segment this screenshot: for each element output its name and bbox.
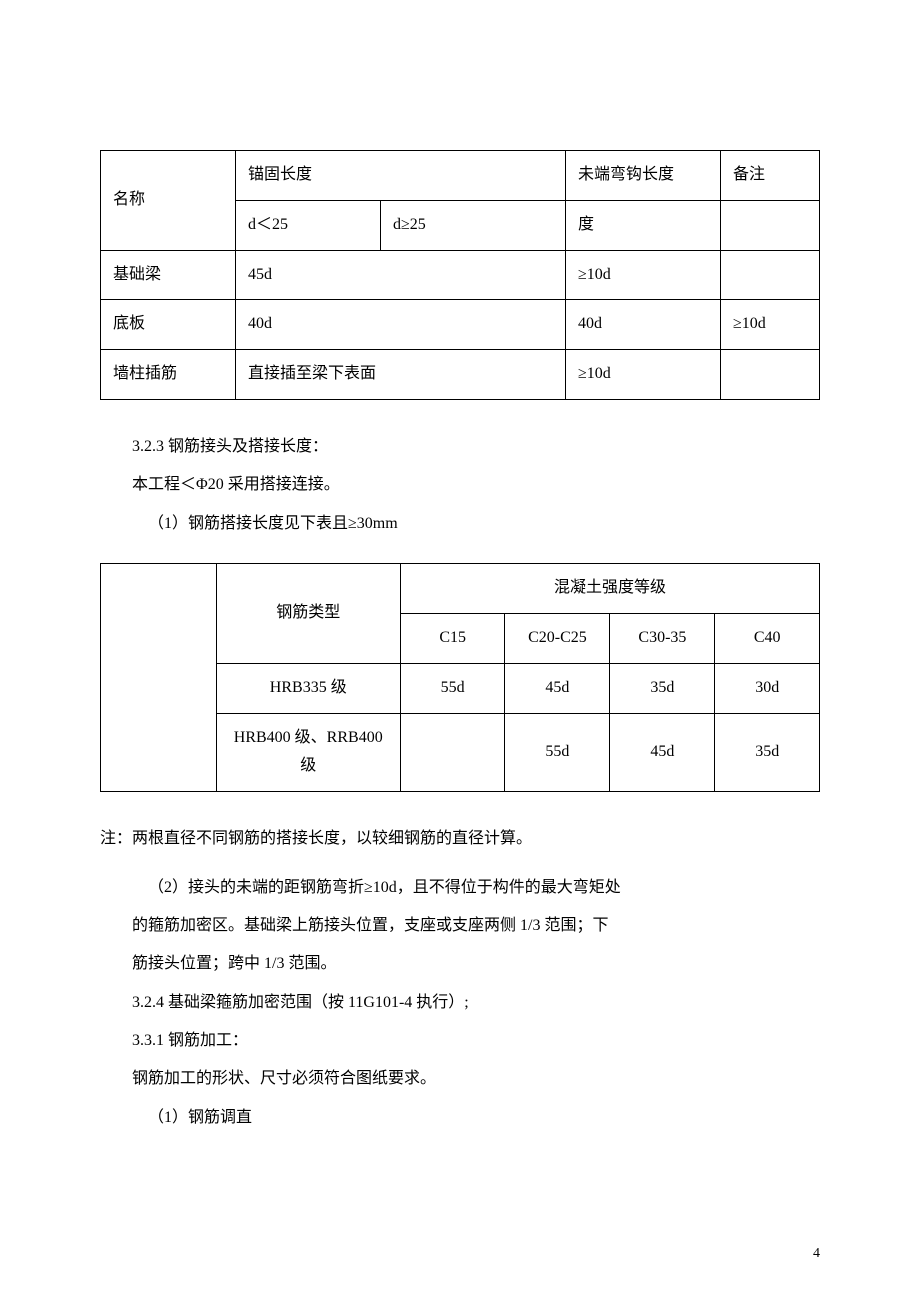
header-end-hook: 未端弯钩长度: [566, 151, 721, 201]
cell-type: HRB400 级、RRB400级: [216, 713, 400, 792]
col-c40: C40: [715, 613, 820, 663]
paragraph-331: 3.3.1 钢筋加工：: [100, 1022, 820, 1060]
paragraph-item-straight: （1）钢筋调直: [100, 1099, 820, 1137]
cell-val: 45d: [505, 663, 610, 713]
paragraph-item2b: 的箍筋加密区。基础梁上筋接头位置，支座或支座两侧 1/3 范围；下: [100, 907, 820, 945]
lap-length-table: 钢筋类型 混凝土强度等级 C15 C20-C25 C30-35 C40 HRB3…: [100, 563, 820, 792]
table-row: 墙柱插筋 直接插至梁下表面 ≥10d: [101, 350, 820, 400]
cell-anchor: 45d: [236, 250, 566, 300]
cell-end: ≥10d: [566, 350, 721, 400]
end-hook-sub: 度: [566, 200, 721, 250]
document-page: 名称 锚固长度 未端弯钩长度 备注 d＜25 d≥25 度 基础梁 45d ≥1…: [0, 0, 920, 1302]
cell-val: 55d: [400, 663, 505, 713]
header-rebar-type: 钢筋类型: [216, 564, 400, 664]
paragraph-item1: （1）钢筋搭接长度见下表且≥30mm: [100, 505, 820, 543]
subheader-d-ge-25: d≥25: [381, 200, 566, 250]
header-anchor-length: 锚固长度: [236, 151, 566, 201]
header-name: 名称: [101, 151, 236, 251]
cell-remark: [721, 350, 820, 400]
cell-remark: [721, 250, 820, 300]
remark-sub: [721, 200, 820, 250]
cell-end: 40d: [566, 300, 721, 350]
paragraph-project: 本工程＜Φ20 采用搭接连接。: [100, 466, 820, 504]
table-row: 名称 锚固长度 未端弯钩长度 备注: [101, 151, 820, 201]
paragraph-item2c: 筋接头位置；跨中 1/3 范围。: [100, 945, 820, 983]
cell-name: 基础梁: [101, 250, 236, 300]
paragraph-process: 钢筋加工的形状、尺寸必须符合图纸要求。: [100, 1060, 820, 1098]
note-text: 注：两根直径不同钢筋的搭接长度，以较细钢筋的直径计算。: [100, 820, 820, 858]
cell-anchor: 40d: [236, 300, 566, 350]
cell-anchor: 直接插至梁下表面: [236, 350, 566, 400]
table-row: 底板 40d 40d ≥10d: [101, 300, 820, 350]
cell-val: 30d: [715, 663, 820, 713]
header-remark: 备注: [721, 151, 820, 201]
page-number: 4: [813, 1246, 820, 1262]
cell-val: 35d: [610, 663, 715, 713]
header-concrete-grade: 混凝土强度等级: [400, 564, 819, 614]
cell-val: [400, 713, 505, 792]
cell-val: 35d: [715, 713, 820, 792]
cell-val: 55d: [505, 713, 610, 792]
cell-name: 墙柱插筋: [101, 350, 236, 400]
anchor-length-table: 名称 锚固长度 未端弯钩长度 备注 d＜25 d≥25 度 基础梁 45d ≥1…: [100, 150, 820, 400]
left-blank: [101, 564, 217, 792]
cell-name: 底板: [101, 300, 236, 350]
col-c30-35: C30-35: [610, 613, 715, 663]
paragraph-item2a: （2）接头的未端的距钢筋弯折≥10d，且不得位于构件的最大弯矩处: [100, 869, 820, 907]
cell-remark: ≥10d: [721, 300, 820, 350]
table-row: 基础梁 45d ≥10d: [101, 250, 820, 300]
col-c15: C15: [400, 613, 505, 663]
table-row: 钢筋类型 混凝土强度等级: [101, 564, 820, 614]
paragraph-323: 3.2.3 钢筋接头及搭接长度：: [100, 428, 820, 466]
col-c20-c25: C20-C25: [505, 613, 610, 663]
subheader-d-lt-25: d＜25: [236, 200, 381, 250]
cell-val: 45d: [610, 713, 715, 792]
paragraph-324: 3.2.4 基础梁箍筋加密范围（按 11G101-4 执行）;: [100, 984, 820, 1022]
cell-end: ≥10d: [566, 250, 721, 300]
cell-type: HRB335 级: [216, 663, 400, 713]
